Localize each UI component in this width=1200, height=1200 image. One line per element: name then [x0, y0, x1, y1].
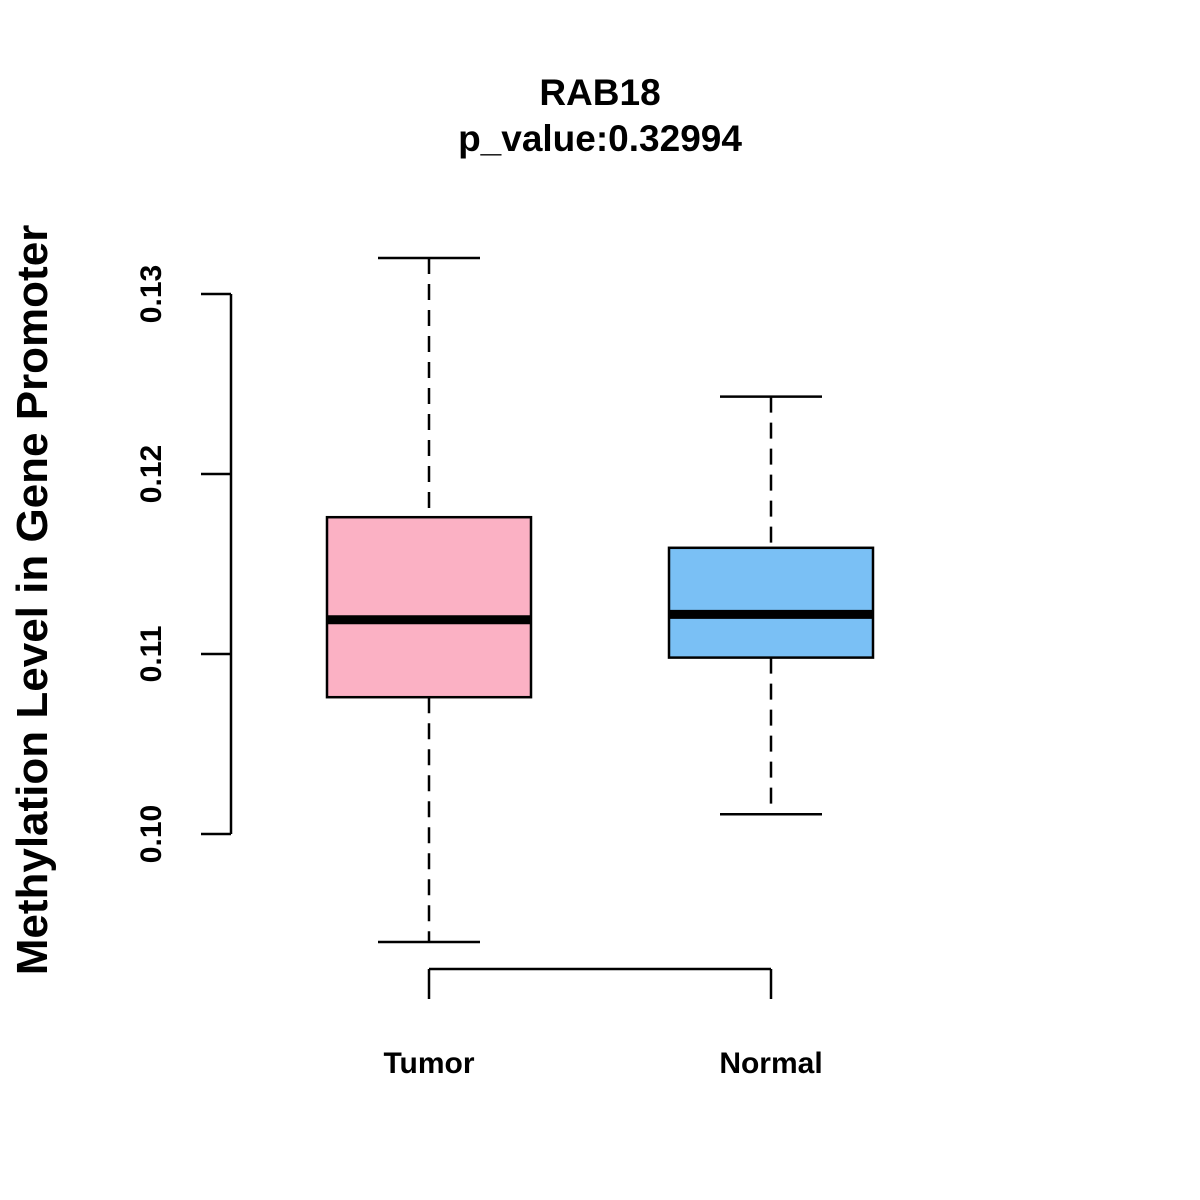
chart-title: RAB18	[539, 72, 660, 113]
chart-subtitle: p_value:0.32994	[458, 118, 742, 159]
x-axis: Tumor Normal	[383, 967, 823, 1080]
x-tick-label: Normal	[719, 1047, 822, 1080]
x-tick-label: Tumor	[383, 1047, 474, 1080]
iqr-box	[667, 546, 875, 659]
box-series	[325, 256, 875, 944]
iqr-box	[325, 515, 533, 699]
y-tick-label: 0.11	[135, 626, 168, 683]
box-normal	[667, 395, 875, 816]
y-tick-label: 0.10	[135, 805, 168, 863]
box-tumor	[325, 256, 533, 944]
y-axis-label: Methylation Level in Gene Promoter	[8, 225, 57, 976]
y-axis: 0.10 0.11 0.12 0.13	[135, 265, 233, 863]
y-tick-label: 0.13	[135, 265, 168, 323]
y-tick-label: 0.12	[135, 445, 168, 503]
